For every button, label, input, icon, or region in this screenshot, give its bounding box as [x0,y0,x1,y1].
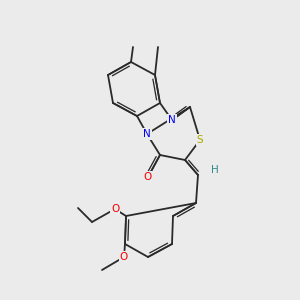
Text: N: N [168,115,176,125]
Text: S: S [197,135,203,145]
Text: N: N [143,129,151,139]
Text: O: O [120,252,128,262]
Text: H: H [211,165,219,175]
Text: O: O [111,204,119,214]
Text: O: O [144,172,152,182]
